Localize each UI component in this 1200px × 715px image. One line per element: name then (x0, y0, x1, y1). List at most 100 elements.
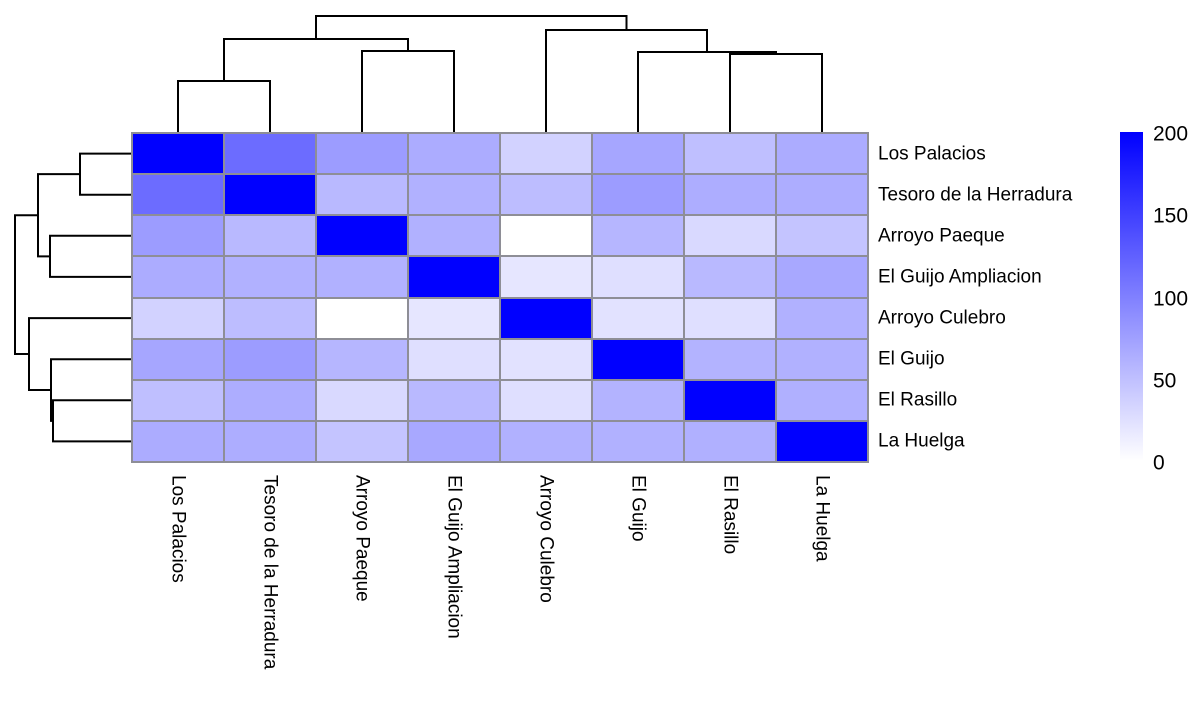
colorbar-tick-label: 0 (1153, 451, 1165, 475)
heatmap-cell (501, 380, 591, 420)
heatmap-cell (409, 175, 499, 215)
heatmap-cell (777, 257, 867, 297)
heatmap-cell (685, 421, 775, 461)
heatmap-cell (317, 298, 407, 338)
column-label: Los Palacios (167, 475, 189, 583)
heatmap-cell (593, 257, 683, 297)
heatmap-grid (131, 132, 869, 463)
dendrogram-link (49, 234, 131, 278)
column-label: El Rasillo (719, 475, 741, 555)
row-label: Arroyo Culebro (878, 307, 1006, 329)
heatmap-cell (225, 421, 315, 461)
heatmap-cell (133, 175, 223, 215)
column-label: Arroyo Culebro (535, 475, 557, 603)
heatmap-cell (685, 175, 775, 215)
heatmap-cell (777, 216, 867, 256)
heatmap-cell (133, 421, 223, 461)
dendrogram-link (79, 152, 131, 196)
row-label: Tesoro de la Herradura (878, 184, 1073, 206)
dendrogram-link (361, 50, 455, 132)
colorbar-gradient (1120, 132, 1143, 461)
heatmap-cell (501, 134, 591, 174)
colorbar-tick-label: 50 (1153, 369, 1177, 393)
heatmap-cell (501, 175, 591, 215)
heatmap-cell (501, 216, 591, 256)
heatmap-cell (225, 216, 315, 256)
heatmap-cell (317, 134, 407, 174)
heatmap-cell (501, 421, 591, 461)
dendrogram-link (37, 173, 80, 258)
heatmap-cell (133, 257, 223, 297)
dendrogram-link (637, 51, 777, 132)
heatmap-cell (593, 175, 683, 215)
column-label: Tesoro de la Herradura (259, 475, 281, 670)
heatmap-cell (409, 257, 499, 297)
heatmap-cell (777, 421, 867, 461)
heatmap-cell (225, 175, 315, 215)
heatmap-cell (685, 257, 775, 297)
heatmap-cell (409, 216, 499, 256)
dendrogram-link (223, 38, 409, 81)
heatmap-cell (501, 339, 591, 379)
column-label: El Guijo Ampliacion (443, 475, 465, 639)
heatmap-cell (593, 134, 683, 174)
heatmap-cell (685, 298, 775, 338)
row-label: El Guijo (878, 348, 945, 370)
heatmap-cell (685, 216, 775, 256)
dendrogram-link (315, 15, 628, 39)
heatmap-cell (225, 380, 315, 420)
heatmap-cell (685, 134, 775, 174)
heatmap-cell (225, 257, 315, 297)
heatmap-cell (593, 339, 683, 379)
row-label: Los Palacios (878, 143, 986, 165)
column-label: El Guijo (627, 475, 649, 542)
heatmap-cell (685, 380, 775, 420)
heatmap-cell (133, 380, 223, 420)
heatmap-cell (777, 175, 867, 215)
dendrogram-link (729, 53, 823, 132)
dendrogram-link (177, 80, 271, 132)
heatmap-cell (777, 134, 867, 174)
heatmap-cell (593, 421, 683, 461)
heatmap-cell (225, 298, 315, 338)
heatmap-cell (593, 380, 683, 420)
heatmap-cell (501, 257, 591, 297)
row-label: El Rasillo (878, 389, 958, 411)
heatmap-cell (133, 216, 223, 256)
top-dendrogram (177, 15, 823, 132)
heatmap-cell (409, 380, 499, 420)
dendrogram-link (50, 358, 131, 422)
heatmap-cell (777, 380, 867, 420)
heatmap-cell (317, 339, 407, 379)
dendrogram-link (545, 29, 708, 132)
heatmap-cell (685, 339, 775, 379)
heatmap-cell (409, 421, 499, 461)
heatmap-cell (317, 380, 407, 420)
heatmap-cell (133, 339, 223, 379)
row-label: La Huelga (878, 430, 965, 452)
heatmap-cell (225, 134, 315, 174)
heatmap-cell (225, 339, 315, 379)
heatmap-cell (593, 216, 683, 256)
colorbar-tick-label: 200 (1153, 122, 1189, 146)
heatmap-cell (777, 298, 867, 338)
colorbar-tick-label: 100 (1153, 287, 1189, 310)
heatmap-cell (593, 298, 683, 338)
heatmap-cell (409, 339, 499, 379)
left-dendrogram (14, 152, 131, 443)
heatmap-cell (317, 175, 407, 215)
heatmap-cell (133, 298, 223, 338)
row-label: El Guijo Ampliacion (878, 266, 1042, 288)
heatmap-cell (317, 257, 407, 297)
heatmap-cell (133, 134, 223, 174)
heatmap-cell (777, 339, 867, 379)
dendrogram-link (14, 214, 38, 355)
column-label: La Huelga (811, 475, 833, 562)
dendrogram-link (52, 399, 131, 443)
column-label: Arroyo Paeque (351, 475, 373, 602)
heatmap-cell (501, 298, 591, 338)
heatmap-cell (409, 134, 499, 174)
heatmap-cell (317, 216, 407, 256)
